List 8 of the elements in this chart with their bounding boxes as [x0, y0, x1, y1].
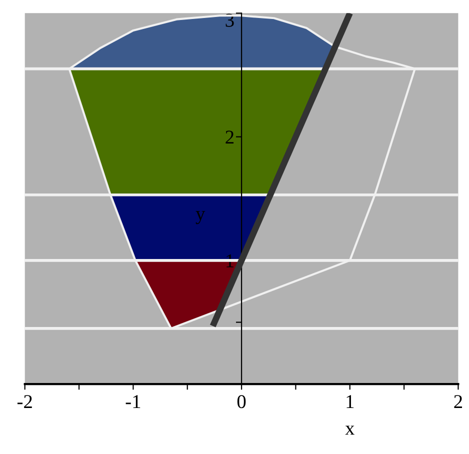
y-axis-title: y: [196, 211, 206, 224]
x-tick-label: -1: [126, 395, 140, 408]
y-tick-label: 2: [226, 130, 234, 144]
x-tick-label: 2: [454, 395, 462, 408]
x-axis-title: x: [345, 426, 354, 435]
x-tick-label: 0: [237, 395, 246, 408]
x-tick-label: 1: [346, 395, 354, 408]
x-tick-label: -2: [17, 395, 32, 408]
